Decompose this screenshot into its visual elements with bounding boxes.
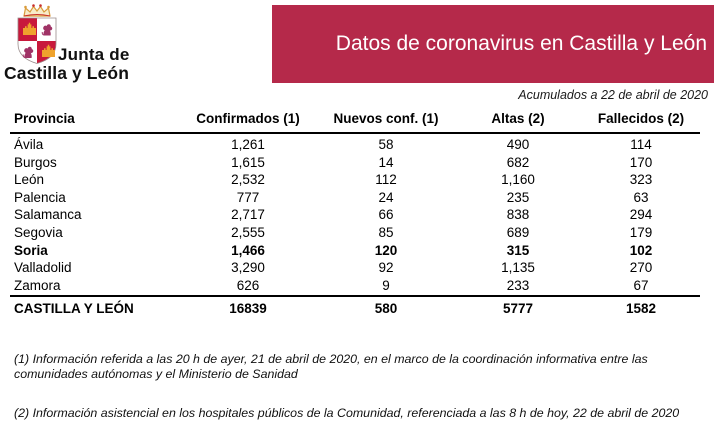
confirmados-cell: 1,466	[231, 242, 265, 258]
crown-icon	[23, 4, 51, 17]
fallecidos-cell: 294	[629, 207, 653, 223]
confirmados-cell: 1,615	[231, 154, 265, 170]
table-row-soria-highlighted: Soria 1,466 120 315 102	[10, 242, 700, 260]
altas-cell: 682	[506, 154, 530, 170]
total-label-cell: CASTILLA Y LEÓN	[10, 294, 178, 318]
altas-cell: 233	[506, 277, 530, 293]
logo-org-name-line1: Junta de	[58, 45, 130, 64]
accumulated-date-subtitle: Acumulados a 22 de abril de 2020	[518, 88, 708, 102]
province-cell: León	[14, 172, 45, 188]
fallecidos-cell: 114	[630, 137, 652, 152]
altas-cell: 490	[506, 137, 530, 152]
nuevos-conf-cell: 120	[374, 242, 398, 258]
castle-icon	[42, 44, 55, 57]
altas-cell: 1,135	[501, 260, 535, 276]
column-header-altas: Altas (2)	[454, 112, 582, 134]
nuevos-conf-cell: 66	[378, 207, 394, 223]
confirmados-cell: 1,261	[231, 137, 265, 152]
table-row: Burgos 1,615 14 682 170	[10, 154, 700, 172]
confirmados-cell: 3,290	[231, 260, 265, 276]
logo-org-name-line2: Castilla y León	[4, 63, 130, 83]
column-header-nuevos-conf: Nuevos conf. (1)	[318, 112, 454, 134]
altas-cell: 1,160	[501, 172, 535, 188]
total-altas-cell: 5777	[454, 294, 582, 318]
nuevos-conf-cell: 92	[378, 260, 394, 276]
table-row: Segovia 2,555 85 689 179	[10, 224, 700, 242]
nuevos-conf-cell: 24	[378, 189, 394, 205]
province-data-table: Provincia Confirmados (1) Nuevos conf. (…	[10, 112, 700, 318]
column-header-fallecidos: Fallecidos (2)	[582, 112, 700, 134]
confirmados-cell: 2,717	[231, 207, 265, 223]
total-nuevos-conf-cell: 580	[318, 294, 454, 318]
confirmados-cell: 626	[236, 277, 260, 293]
province-cell: Zamora	[14, 277, 61, 293]
title-banner: Datos de coronavirus en Castilla y León	[272, 5, 714, 83]
altas-cell: 689	[506, 224, 530, 240]
nuevos-conf-cell: 112	[375, 172, 397, 188]
province-cell: Valladolid	[14, 260, 72, 276]
fallecidos-cell: 67	[633, 277, 649, 293]
fallecidos-cell: 179	[629, 224, 653, 240]
total-fallecidos-cell: 1582	[582, 294, 700, 318]
fallecidos-cell: 63	[633, 189, 649, 205]
footnote-1: (1) Información referida a las 20 h de a…	[14, 352, 648, 381]
altas-cell: 235	[506, 189, 530, 205]
nuevos-conf-cell: 85	[378, 224, 394, 240]
nuevos-conf-cell: 14	[378, 154, 394, 170]
page-title: Datos de coronavirus en Castilla y León	[335, 32, 707, 55]
table-row: Palencia 777 24 235 63	[10, 189, 700, 207]
table-row: Valladolid 3,290 92 1,135 270	[10, 259, 700, 277]
shield	[17, 17, 57, 64]
confirmados-cell: 2,555	[231, 224, 265, 240]
confirmados-cell: 777	[236, 189, 260, 205]
altas-cell: 315	[506, 242, 530, 258]
fallecidos-cell: 170	[629, 154, 653, 170]
confirmados-cell: 2,532	[231, 172, 265, 188]
table-row: Zamora 626 9 233 67	[10, 277, 700, 296]
fallecidos-cell: 270	[629, 260, 653, 276]
province-cell: Ávila	[14, 137, 44, 152]
province-cell: Soria	[14, 242, 48, 258]
column-header-provincia: Provincia	[10, 112, 178, 134]
lion-icon	[22, 46, 34, 58]
column-header-confirmados: Confirmados (1)	[178, 112, 318, 134]
altas-cell: 838	[506, 207, 530, 223]
table-row: León 2,532 112 1,160 323	[10, 171, 700, 189]
castle-icon	[23, 22, 36, 35]
total-confirmados-cell: 16839	[178, 294, 318, 318]
table-row: Salamanca 2,717 66 838 294	[10, 207, 700, 225]
fallecidos-cell: 102	[629, 242, 653, 258]
nuevos-conf-cell: 58	[378, 137, 394, 152]
province-cell: Burgos	[14, 154, 57, 170]
table-total-row: CASTILLA Y LEÓN 16839 580 5777 1582	[10, 294, 700, 318]
province-cell: Palencia	[14, 189, 66, 205]
table-header-row: Provincia Confirmados (1) Nuevos conf. (…	[10, 112, 700, 134]
fallecidos-cell: 323	[629, 172, 653, 188]
province-cell: Salamanca	[14, 207, 82, 223]
province-cell: Segovia	[14, 224, 63, 240]
coat-of-arms-logo	[17, 4, 57, 64]
lion-icon	[41, 24, 53, 36]
footnote-2: (2) Información asistencial en los hospi…	[14, 406, 680, 420]
table-row: Ávila 1,261 58 490 114	[10, 133, 700, 154]
nuevos-conf-cell: 9	[382, 277, 390, 293]
